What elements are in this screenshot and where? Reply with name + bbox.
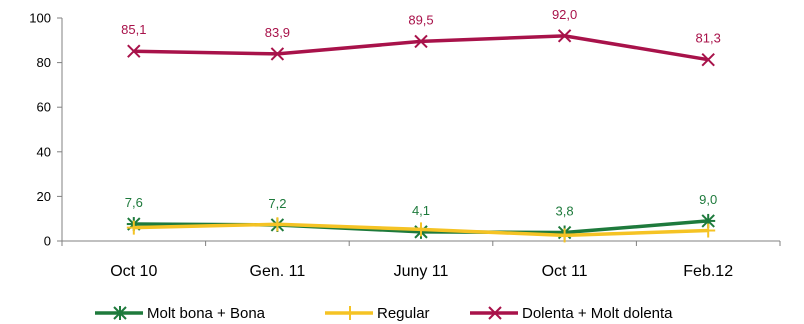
y-tick-label: 100 <box>29 11 51 26</box>
y-tick-label: 80 <box>37 55 51 70</box>
legend-entry: Molt bona + Bona <box>95 305 266 322</box>
legend-entry: Regular <box>325 305 430 322</box>
series-lines <box>126 29 716 243</box>
x-axis-ticks: Oct 10 Gen. 11 Juny 11 Oct 11 Feb.12 <box>61 241 781 280</box>
data-label: 89,5 <box>408 12 433 27</box>
data-labels: 7,6 7,2 4,1 3,8 9,0 85,1 83,9 89,5 92,0 81,3 <box>121 7 721 219</box>
data-label: 4,1 <box>412 203 430 218</box>
data-point-b <box>270 47 285 61</box>
data-point-b <box>701 52 715 67</box>
series-1 <box>126 217 716 243</box>
y-tick-label: 60 <box>37 100 51 115</box>
data-label: 85,1 <box>121 22 146 37</box>
data-label: 9,0 <box>699 192 717 207</box>
x-tick-label: Oct 10 <box>110 263 157 280</box>
x-tick-label: Oct 11 <box>542 263 588 280</box>
y-tick-label: 0 <box>44 234 51 249</box>
data-point-b <box>557 29 572 43</box>
y-axis-ticks: 0 20 40 60 80 100 <box>29 11 62 249</box>
chart-axes <box>61 18 780 242</box>
data-label: 3,8 <box>556 204 574 219</box>
data-point-b <box>414 34 428 49</box>
data-label: 7,6 <box>125 195 143 210</box>
legend-label: Molt bona + Bona <box>147 305 266 322</box>
data-label: 92,0 <box>552 7 577 22</box>
series-2 <box>127 29 715 67</box>
y-tick-label: 40 <box>37 144 51 159</box>
data-point-b <box>127 44 141 58</box>
legend-label: Regular <box>377 305 430 322</box>
x-tick-label: Juny 11 <box>394 263 449 280</box>
legend-marker-b <box>488 306 502 320</box>
x-tick-label: Feb.12 <box>683 263 733 280</box>
data-label: 81,3 <box>696 31 721 46</box>
data-label: 83,9 <box>265 25 290 40</box>
legend: Molt bona + Bona Regular Dolenta + Molt do… <box>95 305 673 322</box>
data-label: 7,2 <box>268 196 286 211</box>
x-tick-label: Gen. 11 <box>250 263 306 280</box>
legend-label: Dolenta + Molt dolenta <box>522 305 673 322</box>
legend-entry: Dolenta + Molt dolenta <box>470 305 673 322</box>
y-tick-label: 20 <box>37 189 51 204</box>
series-line <box>133 34 709 62</box>
